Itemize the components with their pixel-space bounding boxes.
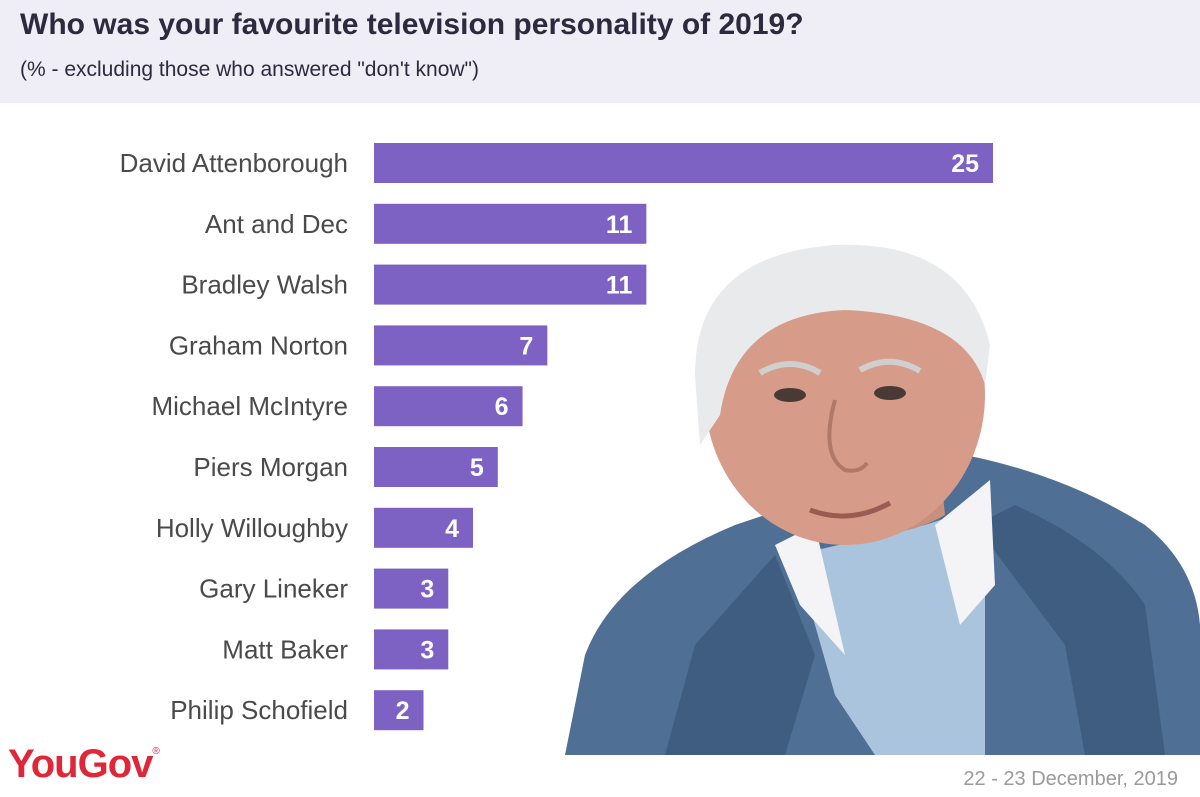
category-label: Holly Willoughby bbox=[156, 513, 348, 543]
bar bbox=[374, 507, 474, 548]
portrait-photo bbox=[565, 244, 1200, 755]
bar bbox=[374, 447, 498, 487]
data-label: 3 bbox=[420, 576, 434, 604]
data-label: 2 bbox=[396, 697, 410, 725]
chart-title: Who was your favourite television person… bbox=[20, 8, 804, 41]
yougov-logo: YouGov® bbox=[8, 742, 160, 786]
category-label: Graham Norton bbox=[169, 330, 348, 360]
data-label: 11 bbox=[606, 272, 633, 300]
data-label: 4 bbox=[445, 515, 459, 543]
data-label: 25 bbox=[951, 150, 979, 178]
bar bbox=[374, 264, 647, 305]
category-label: Piers Morgan bbox=[193, 452, 348, 482]
bar bbox=[374, 690, 424, 731]
category-label: Ant and Dec bbox=[205, 209, 348, 239]
bar bbox=[374, 629, 449, 670]
data-label: 3 bbox=[420, 636, 434, 664]
chart-header: Who was your favourite television person… bbox=[0, 0, 1200, 103]
survey-date: 22 - 23 December, 2019 bbox=[963, 768, 1178, 790]
logo-text: YouGov bbox=[8, 742, 153, 786]
category-label: Gary Lineker bbox=[199, 574, 348, 604]
data-label: 5 bbox=[470, 454, 484, 482]
bar bbox=[374, 325, 548, 366]
category-label: Michael McIntyre bbox=[152, 391, 349, 421]
bar bbox=[374, 568, 449, 609]
bar bbox=[374, 143, 993, 183]
category-label: Bradley Walsh bbox=[181, 270, 348, 300]
chart-subtitle: (% - excluding those who answered "don't… bbox=[20, 58, 479, 81]
category-label: Philip Schofield bbox=[170, 695, 348, 725]
data-label: 6 bbox=[495, 393, 509, 421]
category-label: David Attenborough bbox=[120, 148, 348, 178]
bar bbox=[374, 386, 523, 427]
bar bbox=[374, 203, 647, 244]
data-label: 7 bbox=[519, 332, 533, 360]
data-label: 11 bbox=[606, 211, 633, 239]
category-label: Matt Baker bbox=[222, 634, 348, 664]
